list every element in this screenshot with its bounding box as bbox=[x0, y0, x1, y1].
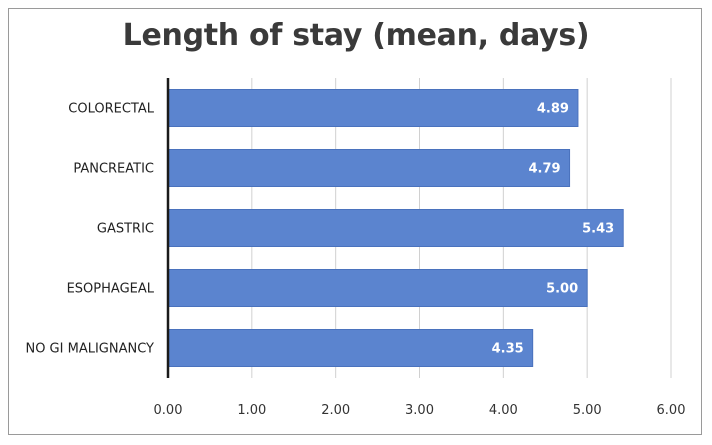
x-tick-label: 3.00 bbox=[405, 403, 434, 418]
bar-colorectal bbox=[167, 89, 579, 127]
x-tick-label: 4.00 bbox=[489, 403, 518, 418]
bar-no-gi-malignancy bbox=[167, 329, 534, 367]
bars bbox=[167, 89, 624, 367]
category-label: GASTRIC bbox=[97, 222, 154, 237]
category-label: ESOPHAGEAL bbox=[67, 282, 155, 297]
x-tick-label: 0.00 bbox=[154, 403, 183, 418]
bar-gastric bbox=[167, 209, 624, 247]
data-label: 4.79 bbox=[528, 162, 560, 177]
data-label: 4.35 bbox=[492, 342, 524, 357]
category-label: PANCREATIC bbox=[73, 162, 154, 177]
x-tick-label: 5.00 bbox=[573, 403, 602, 418]
labels: 0.00 1.00 2.00 3.00 4.00 5.00 6.00 COLORECTAL 4.… bbox=[25, 102, 685, 419]
chart-title: Length of stay (mean, days) bbox=[122, 18, 590, 53]
x-tick-label: 2.00 bbox=[321, 403, 350, 418]
data-label: 5.00 bbox=[546, 282, 578, 297]
category-label: NO GI MALIGNANCY bbox=[25, 342, 154, 357]
x-tick-label: 6.00 bbox=[657, 403, 686, 418]
data-label: 4.89 bbox=[537, 102, 569, 117]
x-tick-label: 1.00 bbox=[237, 403, 266, 418]
category-label: COLORECTAL bbox=[68, 102, 154, 117]
data-label: 5.43 bbox=[582, 222, 614, 237]
bar-esophageal bbox=[167, 269, 588, 307]
bar-pancreatic bbox=[167, 149, 571, 187]
